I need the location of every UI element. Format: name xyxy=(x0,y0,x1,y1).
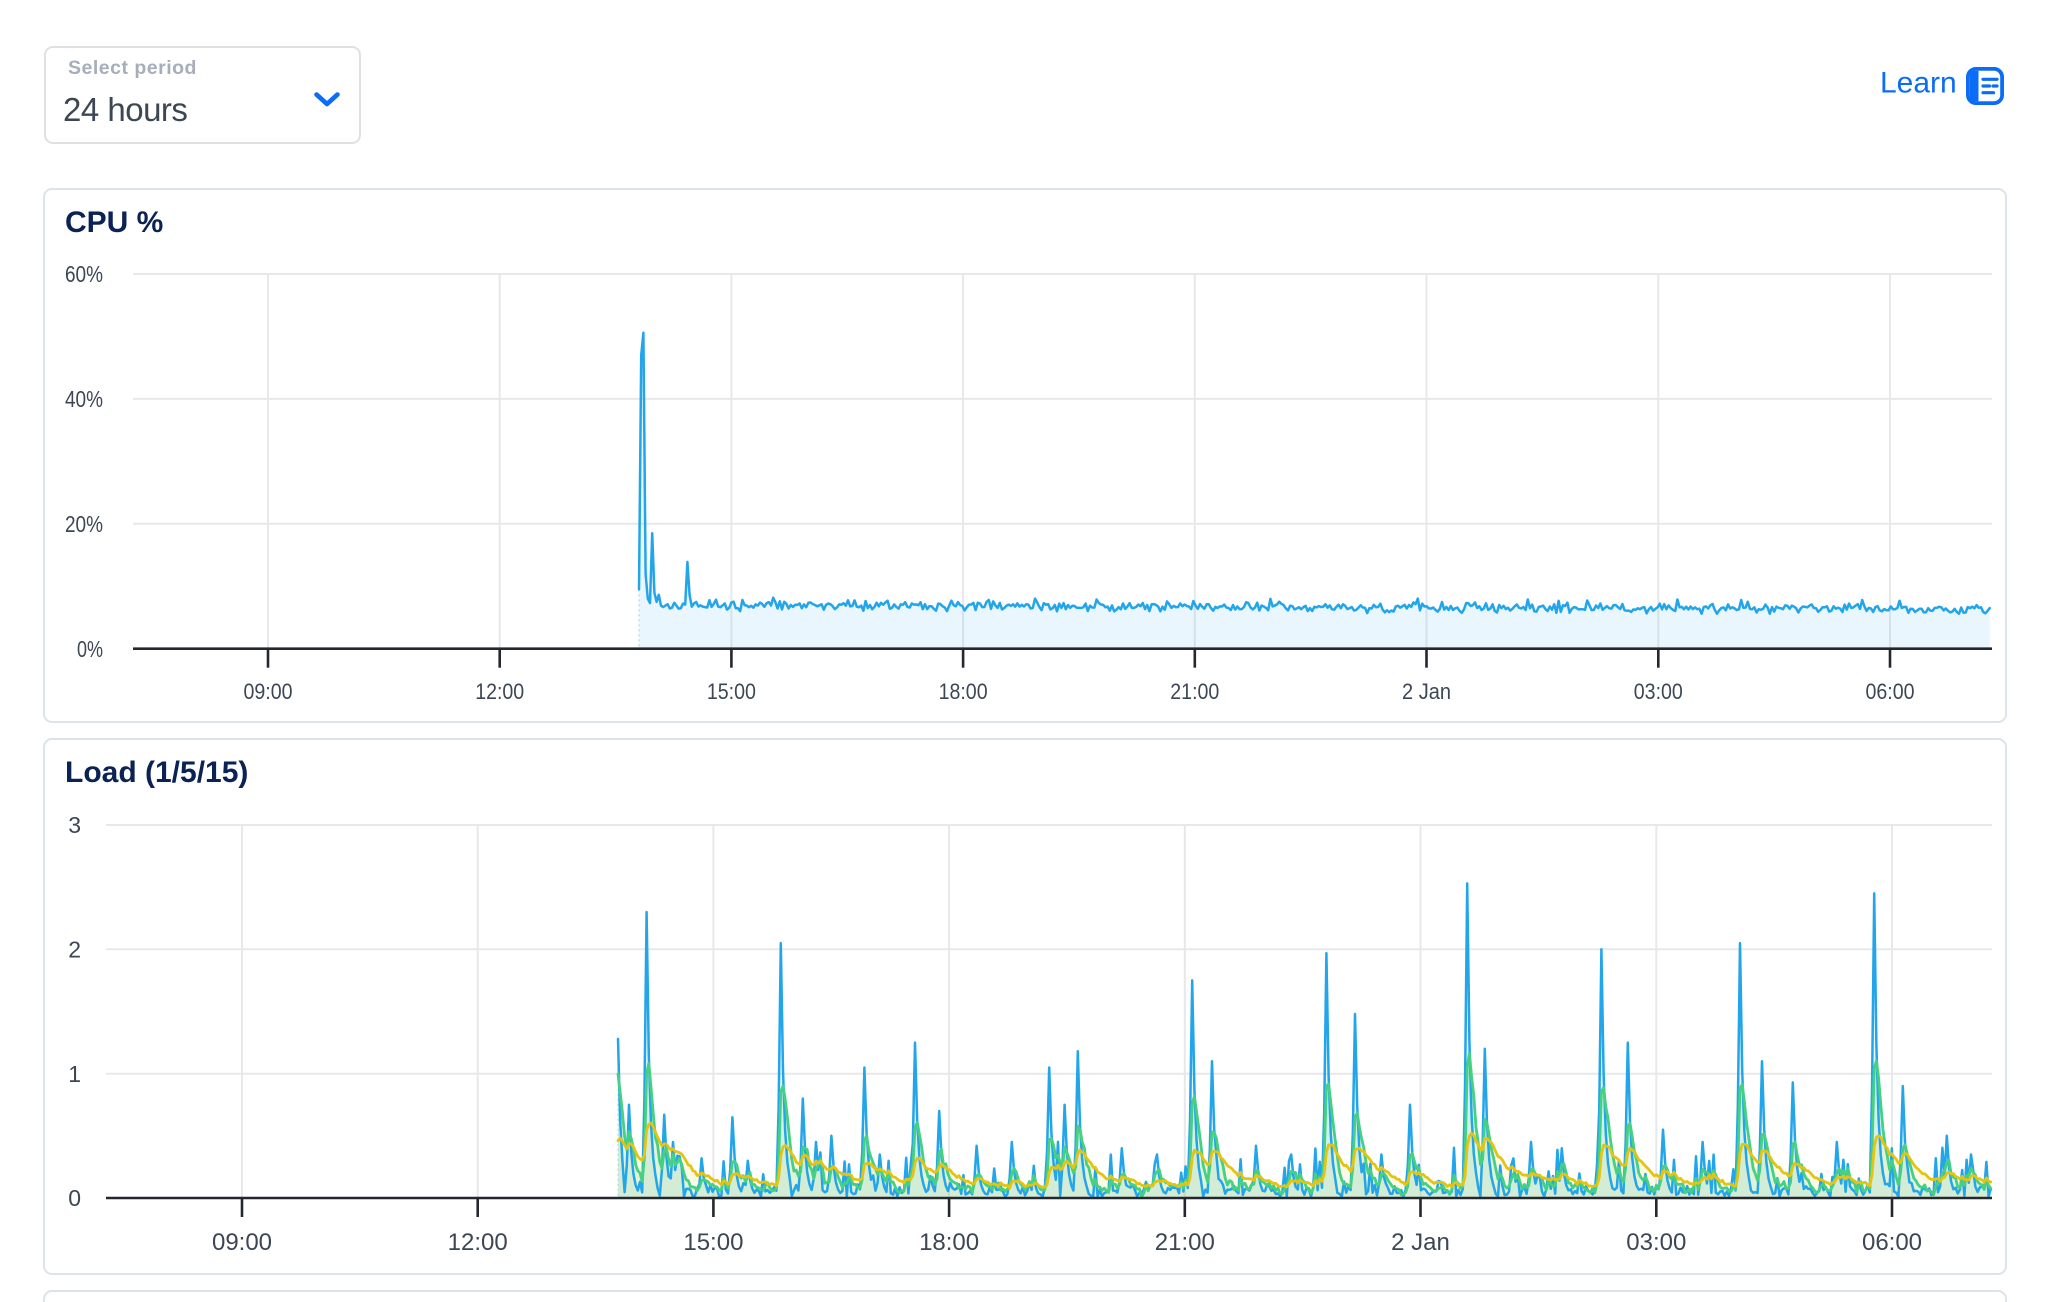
svg-text:15:00: 15:00 xyxy=(683,1229,743,1256)
svg-text:18:00: 18:00 xyxy=(939,679,988,704)
svg-text:21:00: 21:00 xyxy=(1155,1229,1215,1256)
svg-text:60%: 60% xyxy=(65,261,103,287)
svg-text:2 Jan: 2 Jan xyxy=(1391,1229,1450,1256)
svg-text:15:00: 15:00 xyxy=(707,679,756,704)
svg-text:2: 2 xyxy=(68,937,81,963)
svg-text:09:00: 09:00 xyxy=(212,1229,272,1256)
svg-text:06:00: 06:00 xyxy=(1862,1229,1922,1256)
svg-text:03:00: 03:00 xyxy=(1634,679,1683,704)
svg-text:3: 3 xyxy=(68,812,81,838)
svg-text:06:00: 06:00 xyxy=(1866,679,1915,704)
svg-text:12:00: 12:00 xyxy=(475,679,524,704)
svg-text:40%: 40% xyxy=(65,386,103,412)
svg-text:03:00: 03:00 xyxy=(1626,1229,1686,1256)
svg-text:20%: 20% xyxy=(65,511,103,537)
svg-text:0%: 0% xyxy=(77,636,103,662)
svg-text:1: 1 xyxy=(68,1061,81,1087)
svg-text:2 Jan: 2 Jan xyxy=(1402,679,1451,704)
svg-text:CPU %: CPU % xyxy=(65,206,163,239)
svg-text:0: 0 xyxy=(68,1185,81,1211)
svg-text:18:00: 18:00 xyxy=(919,1229,979,1256)
svg-text:Load (1/5/15): Load (1/5/15) xyxy=(65,756,248,789)
svg-text:12:00: 12:00 xyxy=(448,1229,508,1256)
svg-text:21:00: 21:00 xyxy=(1170,679,1219,704)
svg-text:09:00: 09:00 xyxy=(244,679,293,704)
